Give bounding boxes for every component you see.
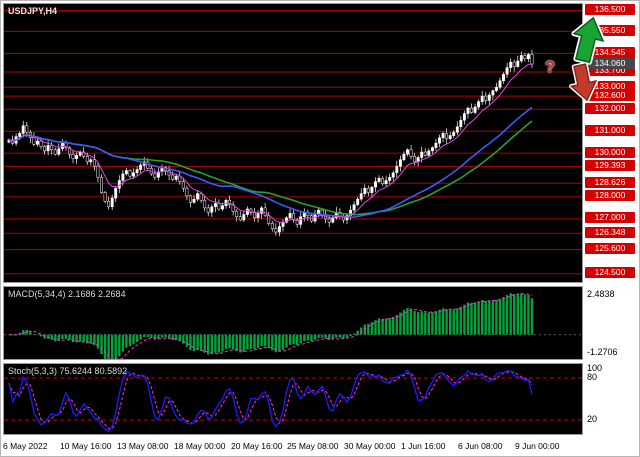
stoch-signal-line — [8, 370, 533, 430]
candlestick-chart[interactable] — [4, 4, 582, 282]
stoch-axis-100-label: 100 — [587, 363, 603, 373]
stochastic-label: Stoch(5,3,3) 75.6244 80.5892 — [8, 366, 128, 376]
price-level-box: 135.550 — [585, 25, 635, 36]
ma-fast-line — [8, 63, 533, 223]
stoch-axis-80-label: 80 — [587, 372, 598, 382]
time-axis-label: 6 May 2022 — [3, 441, 48, 451]
price-level-box: 125.600 — [585, 243, 635, 254]
symbol-label: USDJPY,H4 — [8, 6, 58, 16]
price-level-box: 128.000 — [585, 190, 635, 201]
time-axis-label: 25 May 08:00 — [287, 441, 339, 451]
macd-chart[interactable] — [4, 287, 582, 359]
stoch-axis-20-label: 20 — [587, 414, 598, 424]
time-axis-label: 1 Jun 16:00 — [401, 441, 446, 451]
price-level-box: 127.000 — [585, 212, 635, 223]
candlestick-layer — [7, 49, 534, 237]
stochastic-chart[interactable] — [4, 364, 582, 434]
price-level-box: 134.545 — [585, 47, 635, 58]
main-chart-panel[interactable]: USDJPY,H4 — [3, 3, 583, 283]
time-axis-label: 20 May 16:00 — [231, 441, 283, 451]
macd-histogram — [7, 293, 534, 359]
price-level-box: 130.000 — [585, 147, 635, 158]
time-axis-label: 18 May 00:00 — [174, 441, 226, 451]
time-axis-label: 9 Jun 00:00 — [515, 441, 560, 451]
price-level-box: 132.600 — [585, 90, 635, 101]
stoch-main-line — [8, 369, 533, 433]
stochastic-panel[interactable]: Stoch(5,3,3) 75.6244 80.5892 — [3, 363, 583, 435]
macd-label: MACD(5,34,4) 2.1686 2.2684 — [8, 289, 126, 299]
macd-panel[interactable]: MACD(5,34,4) 2.1686 2.2684 — [3, 286, 583, 360]
price-level-box: 124.500 — [585, 267, 635, 278]
price-axis[interactable]: 136.800 124.120 134.060 2.4838 -1.2706 1… — [584, 1, 639, 435]
macd-axis-max-label: 2.4838 — [587, 289, 615, 299]
time-axis[interactable]: 6 May 2022 10 May 16:00 13 May 08:00 18 May… — [1, 435, 639, 456]
time-axis-label: 10 May 16:00 — [60, 441, 112, 451]
current-price-box: 134.060 — [585, 58, 635, 69]
price-level-box: 129.393 — [585, 160, 635, 171]
price-level-box: 133.000 — [585, 81, 635, 92]
price-level-box: 133.700 — [585, 65, 635, 76]
price-level-box: 136.500 — [585, 4, 635, 15]
time-axis-label: 6 Jun 08:00 — [458, 441, 503, 451]
price-level-box: 132.000 — [585, 103, 635, 114]
time-axis-label: 30 May 00:00 — [344, 441, 396, 451]
price-level-box: 126.348 — [585, 227, 635, 238]
macd-signal-line — [8, 293, 533, 359]
macd-axis-min-label: -1.2706 — [587, 347, 618, 357]
price-level-box: 128.626 — [585, 177, 635, 188]
price-level-box: 131.000 — [585, 125, 635, 136]
time-axis-label: 13 May 08:00 — [117, 441, 169, 451]
ma-mid-line — [8, 106, 533, 219]
